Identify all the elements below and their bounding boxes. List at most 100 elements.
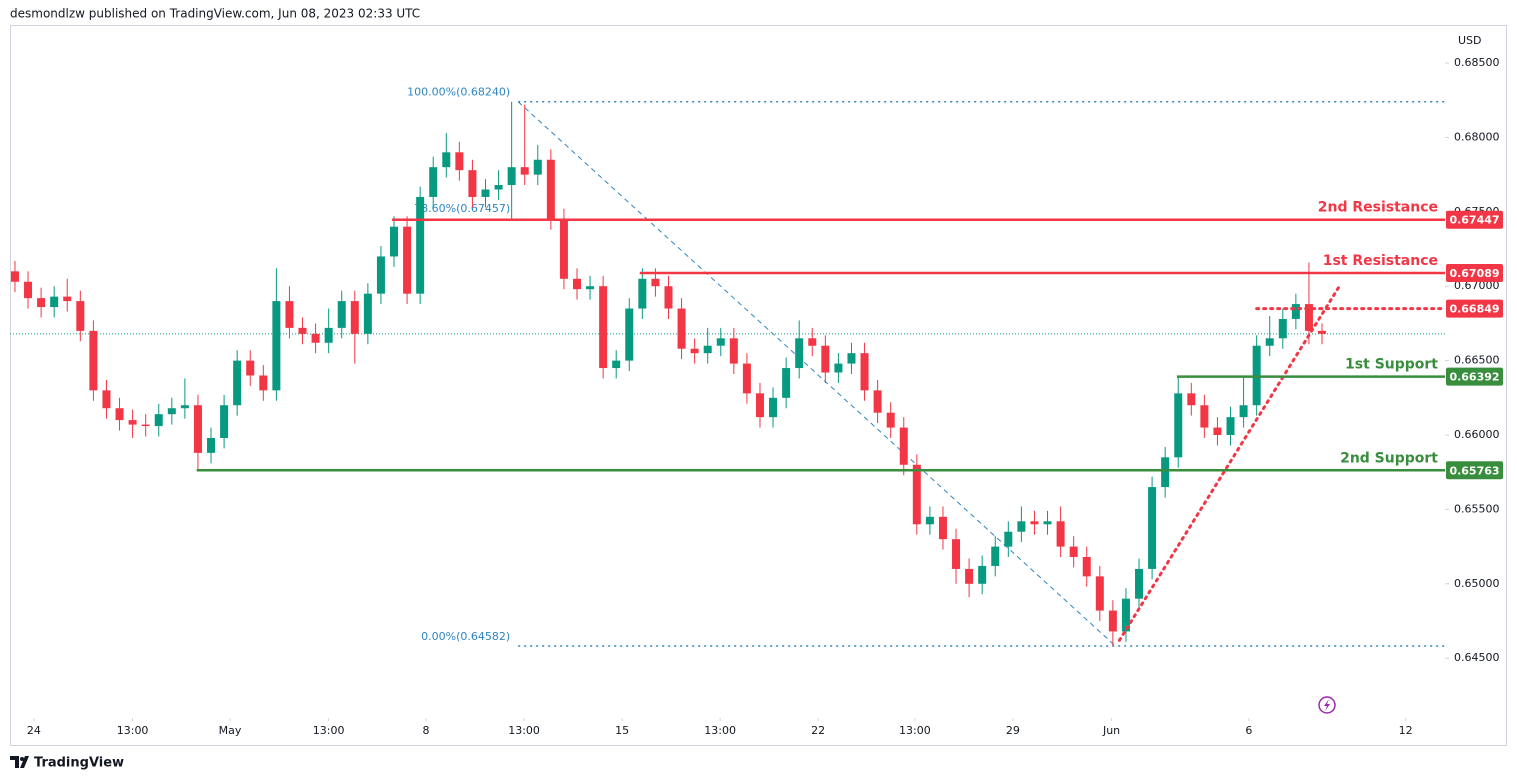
x-tick-label: 15 xyxy=(615,724,629,737)
fib-level-label: 100.00%(0.68240) xyxy=(407,86,510,99)
candle-body xyxy=(1095,576,1104,611)
candle-body xyxy=(1304,304,1313,331)
candle-body xyxy=(1004,531,1013,547)
candle-body xyxy=(1030,521,1039,525)
x-tick-label: 13:00 xyxy=(704,724,736,737)
candle-body xyxy=(1318,330,1327,334)
candle-body xyxy=(324,327,333,343)
candle-body xyxy=(429,167,438,197)
candle-body xyxy=(651,278,660,287)
y-tick-label: 0.66000 xyxy=(1454,428,1500,441)
candle-body xyxy=(442,152,451,168)
y-tick-label: 0.68000 xyxy=(1454,130,1500,143)
candle-body xyxy=(102,390,111,409)
candle-body xyxy=(1082,557,1091,577)
x-tick-label: 6 xyxy=(1245,724,1252,737)
candle-body xyxy=(494,185,503,190)
candle-body xyxy=(559,219,568,279)
price-badge xyxy=(1446,461,1503,480)
candle-body xyxy=(1239,405,1248,418)
candle-body xyxy=(193,405,202,453)
price-badge-label: 0.66392 xyxy=(1449,371,1499,384)
candle-body xyxy=(625,308,634,361)
candle-body xyxy=(468,170,477,197)
candle-body xyxy=(246,360,255,376)
y-tick-label: 0.66500 xyxy=(1454,354,1500,367)
candle-body xyxy=(1135,568,1144,599)
candle-body xyxy=(154,414,163,427)
price-badge xyxy=(1446,263,1503,282)
x-tick-label: 13:00 xyxy=(313,724,345,737)
x-tick-label: 13:00 xyxy=(117,724,149,737)
y-tick-label: 0.65500 xyxy=(1454,502,1500,515)
candle-body xyxy=(638,278,647,309)
x-tick-label: 12 xyxy=(1399,724,1413,737)
candle-body xyxy=(10,271,19,282)
y-tick-label: 0.68500 xyxy=(1454,56,1500,69)
candle-body xyxy=(233,360,242,406)
publish-info: desmondlzw published on TradingView.com,… xyxy=(10,7,420,21)
candle-body xyxy=(272,301,281,391)
candle-body xyxy=(1291,304,1300,319)
price-badge xyxy=(1446,299,1503,318)
tv-logo xyxy=(10,756,29,768)
candle-body xyxy=(690,348,699,354)
candle-body xyxy=(886,412,895,428)
candle-body xyxy=(834,363,843,373)
candle-body xyxy=(755,393,764,418)
candle-body xyxy=(298,327,307,334)
footer-brand: TradingView xyxy=(34,756,124,771)
candle-body xyxy=(1148,487,1157,569)
candle-body xyxy=(847,353,856,364)
x-tick-label: Jun xyxy=(1102,724,1120,737)
candle-body xyxy=(1017,521,1026,532)
candle-body xyxy=(220,405,229,438)
candle-body xyxy=(1108,610,1117,632)
price-badge xyxy=(1446,367,1503,386)
candle-body xyxy=(1056,521,1065,547)
price-badge-label: 0.67089 xyxy=(1449,267,1499,280)
candle-body xyxy=(952,539,961,569)
fib-level-label: 78.60%(0.67457) xyxy=(414,202,510,215)
candle-body xyxy=(63,296,72,302)
candle-body xyxy=(782,368,791,398)
candle-body xyxy=(938,516,947,540)
candle-body xyxy=(586,286,595,290)
candle-body xyxy=(37,298,46,308)
price-badge-label: 0.65763 xyxy=(1449,464,1499,477)
level-label: 1st Support xyxy=(1345,357,1438,373)
candle-body xyxy=(207,437,216,453)
candle-body xyxy=(24,281,33,299)
candle-body xyxy=(742,363,751,394)
candle-body xyxy=(285,301,294,328)
candle-body xyxy=(546,159,555,220)
candle-body xyxy=(507,167,516,186)
candle-body xyxy=(1278,318,1287,339)
candle-body xyxy=(1069,546,1078,558)
candle-body xyxy=(533,159,542,175)
price-badge xyxy=(1446,210,1503,229)
candle-body xyxy=(115,408,124,421)
level-label: 1st Resistance xyxy=(1323,253,1438,269)
candle-body xyxy=(795,338,804,369)
price-badge-label: 0.66849 xyxy=(1449,303,1499,316)
candle-body xyxy=(925,516,934,525)
candle-body xyxy=(1213,427,1222,436)
candle-body xyxy=(416,196,425,294)
currency-label: USD xyxy=(1458,34,1482,47)
candle-body xyxy=(808,338,817,346)
candle-body xyxy=(89,330,98,391)
chart-frame xyxy=(10,25,1507,746)
candle-body xyxy=(1265,338,1274,346)
candle-body xyxy=(390,226,399,257)
x-tick-label: 22 xyxy=(811,724,825,737)
fib-level-label: 0.00%(0.64582) xyxy=(421,630,510,643)
candle-body xyxy=(821,345,830,373)
trendline xyxy=(1117,283,1342,642)
candle-body xyxy=(128,420,137,425)
candle-body xyxy=(664,286,673,309)
candle-body xyxy=(167,408,176,415)
candle-body xyxy=(1226,417,1235,436)
candle-body xyxy=(1121,598,1130,632)
